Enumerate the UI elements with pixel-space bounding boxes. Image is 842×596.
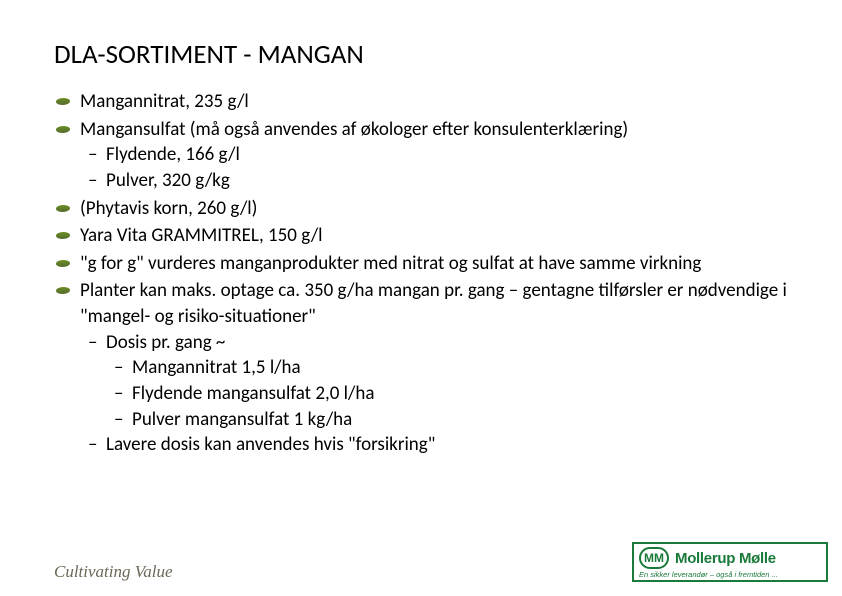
sub-item: Lavere dosis kan anvendes hvis "forsikri… bbox=[106, 432, 788, 458]
logo-top-row: MM Mollerup Mølle bbox=[639, 547, 821, 569]
sub-sub-item: Mangannitrat 1,5 l/ha bbox=[132, 355, 788, 381]
bullet-text: "g for g" vurderes manganprodukter med n… bbox=[80, 252, 701, 275]
bullet-item: "g for g" vurderes manganprodukter med n… bbox=[80, 251, 788, 277]
slide-title: DLA-SORTIMENT - MANGAN bbox=[54, 38, 788, 71]
bullet-item: Yara Vita GRAMMITREL, 150 g/l bbox=[80, 223, 788, 249]
sub-item: Flydende, 166 g/l bbox=[106, 142, 788, 168]
bullet-item: Mangansulfat (må også anvendes af økolog… bbox=[80, 117, 788, 194]
bullet-text: Mangannitrat, 235 g/l bbox=[80, 90, 249, 113]
sub-sub-list: Mangannitrat 1,5 l/ha Flydende mangansul… bbox=[106, 355, 788, 432]
sub-sub-text: Mangannitrat 1,5 l/ha bbox=[132, 356, 301, 379]
slide-container: DLA-SORTIMENT - MANGAN Mangannitrat, 235… bbox=[0, 0, 842, 458]
sub-item: Pulver, 320 g/kg bbox=[106, 168, 788, 194]
company-name: Mollerup Mølle bbox=[675, 550, 776, 567]
bullet-list: Mangannitrat, 235 g/l Mangansulfat (må o… bbox=[54, 89, 788, 458]
sub-text: Flydende, 166 g/l bbox=[106, 143, 240, 166]
sub-list: Dosis pr. gang ~ Mangannitrat 1,5 l/ha F… bbox=[80, 330, 788, 458]
company-logo: MM Mollerup Mølle En sikker leverandør –… bbox=[632, 542, 828, 582]
sub-list: Flydende, 166 g/l Pulver, 320 g/kg bbox=[80, 142, 788, 193]
bullet-text: Mangansulfat (må også anvendes af økolog… bbox=[80, 118, 628, 141]
sub-sub-item: Flydende mangansulfat 2,0 l/ha bbox=[132, 381, 788, 407]
bullet-item: Mangannitrat, 235 g/l bbox=[80, 89, 788, 115]
sub-sub-text: Pulver mangansulfat 1 kg/ha bbox=[132, 408, 352, 431]
sub-text: Dosis pr. gang ~ bbox=[106, 331, 225, 354]
sub-text: Pulver, 320 g/kg bbox=[106, 169, 230, 192]
sub-text: Lavere dosis kan anvendes hvis "forsikri… bbox=[106, 433, 435, 456]
bullet-item: Planter kan maks. optage ca. 350 g/ha ma… bbox=[80, 278, 788, 457]
footer: Cultivating Value MM Mollerup Mølle En s… bbox=[54, 542, 828, 582]
footer-slogan: Cultivating Value bbox=[54, 562, 173, 582]
bullet-text: (Phytavis korn, 260 g/l) bbox=[80, 197, 257, 220]
sub-sub-item: Pulver mangansulfat 1 kg/ha bbox=[132, 407, 788, 433]
bullet-item: (Phytavis korn, 260 g/l) bbox=[80, 196, 788, 222]
sub-item: Dosis pr. gang ~ Mangannitrat 1,5 l/ha F… bbox=[106, 330, 788, 433]
mm-badge-icon: MM bbox=[639, 547, 669, 569]
bullet-text: Yara Vita GRAMMITREL, 150 g/l bbox=[80, 224, 323, 247]
sub-sub-text: Flydende mangansulfat 2,0 l/ha bbox=[132, 382, 374, 405]
bullet-text: Planter kan maks. optage ca. 350 g/ha ma… bbox=[80, 279, 787, 328]
company-tagline: En sikker leverandør – også i fremtiden … bbox=[639, 570, 821, 579]
